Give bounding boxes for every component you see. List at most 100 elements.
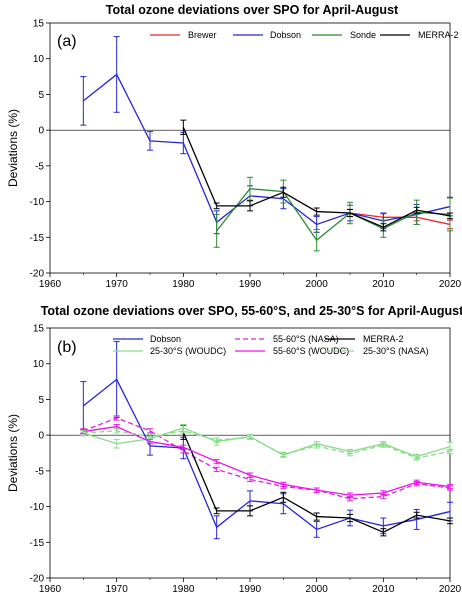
chart-b-x-tick-label: 1960	[39, 584, 62, 595]
error-bar-merra-2	[380, 528, 387, 537]
series-line-dobson	[82, 378, 451, 531]
chart-a-x-tick-label: 1960	[39, 279, 62, 290]
error-bar-25-30-s-nasa	[147, 433, 153, 440]
chart-a-x-tick-label: 1980	[172, 279, 195, 290]
chart-a-y-tick-label: -10	[30, 197, 45, 208]
series-merra-2	[180, 119, 453, 232]
error-bar-merra-2	[413, 511, 420, 519]
chart-b-y-tick-label: -5	[35, 466, 44, 477]
chart-b-x-tick-label: 1980	[172, 584, 195, 595]
legend-label: Dobson	[270, 30, 301, 40]
chart-b-x-tick-label: 2020	[439, 584, 462, 595]
error-bar-dobson	[113, 36, 120, 113]
chart-b-y-tick-label: -15	[30, 538, 45, 549]
chart-a-title: Total ozone deviations over SPO for Apri…	[106, 3, 399, 17]
error-bar-merra-2	[347, 513, 353, 523]
legend-label: 55-60°S (WOUDC)	[273, 346, 349, 356]
chart-b-ylabel: Deviations (%)	[6, 414, 20, 492]
error-bar-55-60-s-woudc	[347, 492, 353, 498]
chart-a-y-tick-label: -20	[30, 269, 45, 280]
error-bar-25-30-s-nasa	[313, 443, 320, 449]
error-bar-merra-2	[213, 507, 220, 515]
chart-a-x-tick-label: 2000	[306, 279, 329, 290]
chart-a-ylabel: Deviations (%)	[6, 109, 20, 187]
legend-label: MERRA-2	[418, 30, 459, 40]
chart-a-y-tick-label: 10	[33, 54, 45, 65]
chart-b-y-tick-label: 15	[33, 324, 45, 335]
chart-a-panel-label: (a)	[57, 33, 77, 50]
series-25-30-s-nasa	[80, 428, 453, 461]
error-bar-merra-2	[280, 491, 287, 503]
error-bar-25-30-s-nasa	[180, 428, 187, 434]
legend-item-sonde: Sonde	[312, 30, 376, 40]
error-bar-55-60-s-nasa	[113, 415, 120, 421]
error-bar-dobson	[313, 521, 320, 538]
error-bar-55-60-s-woudc	[213, 458, 220, 465]
error-bar-merra-2	[347, 208, 353, 218]
error-bar-55-60-s-woudc	[280, 481, 287, 488]
chart-b-x-tick-label: 1990	[239, 584, 262, 595]
error-bar-dobson	[113, 341, 120, 418]
chart-b-y-tick-label: 10	[33, 359, 45, 370]
legend-label: MERRA-2	[363, 334, 404, 344]
error-bar-25-30-s-nasa	[80, 430, 87, 436]
error-bar-55-60-s-woudc	[380, 490, 387, 496]
chart-a-x-tick-label: 1970	[106, 279, 129, 290]
legend-label: 55-60°S (NASA)	[273, 334, 339, 344]
error-bar-dobson	[147, 131, 153, 151]
legend-item-55-60-s-woudc: 55-60°S (WOUDC)	[235, 346, 349, 356]
chart-b-y-tick-label: -20	[30, 574, 45, 585]
error-bar-25-30-s-nasa	[380, 442, 387, 448]
chart-b-panel-label: (b)	[57, 339, 77, 356]
legend-label: Dobson	[150, 334, 181, 344]
chart-a-y-tick-label: 5	[38, 90, 44, 101]
legend-label: Sonde	[350, 30, 376, 40]
error-bar-merra-2	[447, 517, 453, 525]
error-bar-55-60-s-nasa	[147, 428, 153, 434]
legend-item-25-30-s-woudc: 25-30°S (WOUDC)	[113, 346, 226, 356]
chart-a-plot	[80, 36, 453, 252]
series-line-dobson	[82, 73, 451, 226]
error-bar-25-30-s-nasa	[347, 451, 353, 457]
chart-a-axes: 1960 1970 1980 1990 2000 2010 2020 15 10 5 0 -5 -10 -…	[30, 19, 462, 291]
series-dobson	[80, 36, 453, 235]
chart-a-x-tick-label: 2010	[372, 279, 395, 290]
chart-a-x-tick-label: 1990	[239, 279, 262, 290]
chart-b-plot	[80, 341, 453, 540]
error-bar-dobson	[213, 515, 220, 540]
error-bar-merra-2	[313, 512, 320, 521]
chart-a-y-tick-label: 0	[38, 126, 44, 137]
error-bar-55-60-s-nasa	[213, 466, 220, 473]
legend-item-brewer: Brewer	[150, 30, 217, 40]
chart-b: Total ozone deviations over SPO, 55-60°S…	[6, 304, 462, 595]
legend-item-dobson: Dobson	[113, 334, 181, 344]
error-bar-dobson	[80, 381, 87, 431]
error-bar-25-30-s-nasa	[247, 434, 253, 440]
series-line-55-60-s-woudc	[83, 425, 451, 496]
error-bar-merra-2	[247, 505, 253, 517]
error-bar-25-30-s-nasa	[280, 451, 287, 458]
series-line-25-30-s-nasa	[83, 430, 451, 459]
error-bar-merra-2	[380, 223, 387, 232]
error-bar-sonde	[213, 213, 220, 248]
error-bar-merra-2	[280, 186, 287, 198]
error-bar-25-30-s-nasa	[413, 455, 420, 461]
legend-label: 25-30°S (WOUDC)	[150, 346, 226, 356]
error-bar-55-60-s-woudc	[247, 472, 253, 478]
legend-item-25-30-s-nasa: 25-30°S (NASA)	[325, 346, 429, 356]
legend-item-merra-2: MERRA-2	[325, 334, 404, 344]
chart-b-legend: Dobson 55-60°S (NASA) MERRA-2 25-30°S (WOUD…	[113, 334, 429, 356]
chart-b-y-tick-label: 0	[38, 431, 44, 442]
chart-a-x-tick-label: 2020	[439, 279, 462, 290]
chart-b-frame	[49, 327, 451, 579]
error-bar-merra-2	[180, 119, 187, 135]
legend-label: Brewer	[188, 30, 217, 40]
error-bar-55-60-s-woudc	[413, 479, 420, 485]
series-55-60-s-woudc	[80, 423, 453, 498]
chart-b-axes: 1960 1970 1980 1990 2000 2010 2020 15 10 5 0 -5 -10 -…	[30, 324, 462, 596]
chart-a-y-tick-label: -15	[30, 233, 45, 244]
error-bar-sonde	[313, 228, 320, 252]
series-sonde	[213, 176, 453, 252]
error-bar-dobson	[80, 76, 87, 126]
legend-item-dobson: Dobson	[233, 30, 301, 40]
